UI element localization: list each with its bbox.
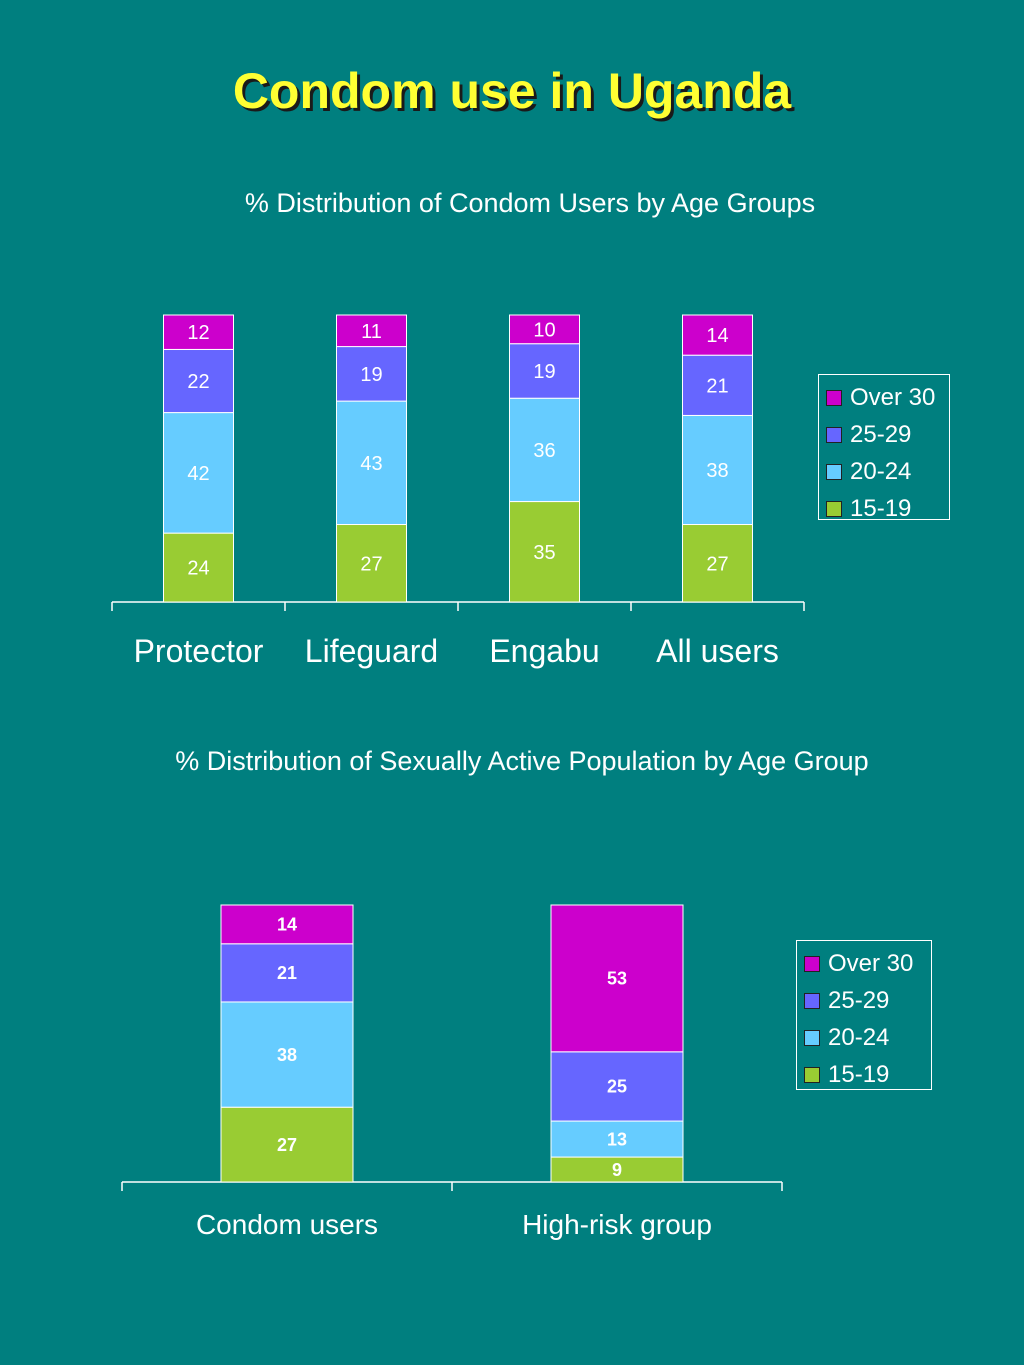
chart2-legend: Over 30 25-29 20-24 15-19 [796, 940, 932, 1090]
legend-label: 25-29 [828, 986, 890, 1014]
bar-segment-condom-users-20-24 [220, 1001, 354, 1108]
legend-label: Over 30 [850, 383, 936, 411]
bar-segment-condom-users-over-30 [220, 904, 354, 945]
data-label-lifeguard-20-24: 43 [360, 453, 382, 475]
chart1-title: % Distribution of Condom Users by Age Gr… [244, 188, 816, 218]
data-label-protector-25-29: 22 [187, 371, 209, 393]
bar-segment-engabu-25-29 [509, 343, 580, 399]
legend-swatch [826, 500, 842, 517]
data-label-high-risk-group-over-30: 53 [607, 969, 627, 989]
bar-segment-lifeguard-over-30 [336, 314, 407, 348]
data-label-engabu-15-19: 35 [533, 542, 555, 564]
bar-segment-engabu-15-19 [509, 501, 580, 603]
bar-segment-all-users-15-19 [682, 524, 753, 603]
data-label-lifeguard-15-19: 27 [360, 553, 382, 575]
data-label-protector-20-24: 42 [187, 463, 209, 485]
legend-label: 15-19 [850, 494, 912, 522]
data-label-engabu-20-24: 36 [533, 440, 555, 462]
category-label-protector: Protector [134, 633, 264, 669]
bar-segment-protector-15-19 [163, 532, 234, 603]
bar-segment-protector-over-30 [163, 314, 234, 350]
legend-label: 15-19 [828, 1060, 890, 1088]
data-label-protector-15-19: 24 [187, 558, 209, 580]
bar-segment-high-risk-group-15-19 [550, 1156, 684, 1183]
bar-segment-lifeguard-25-29 [336, 346, 407, 402]
legend-swatch [826, 463, 842, 480]
data-label-all-users-25-29: 21 [706, 375, 728, 397]
legend-label: 20-24 [850, 457, 912, 485]
legend-item-20-24: 20-24 [826, 453, 949, 490]
legend-item-over-30: Over 30 [804, 945, 931, 982]
legend-swatch [804, 1029, 820, 1046]
legend-swatch [804, 955, 820, 972]
bar-segment-protector-20-24 [163, 412, 234, 534]
bar-segment-all-users-over-30 [682, 314, 753, 356]
bar-segment-high-risk-group-25-29 [550, 1051, 684, 1122]
data-label-all-users-over-30: 14 [706, 325, 728, 347]
bar-segment-all-users-20-24 [682, 414, 753, 526]
data-label-condom-users-15-19: 27 [277, 1135, 297, 1155]
bar-segment-engabu-over-30 [509, 314, 580, 345]
data-label-condom-users-20-24: 38 [277, 1045, 297, 1065]
bar-segment-high-risk-group-over-30 [550, 904, 684, 1053]
data-label-lifeguard-over-30: 11 [361, 321, 382, 343]
data-label-high-risk-group-20-24: 13 [607, 1129, 627, 1149]
data-label-high-risk-group-15-19: 9 [612, 1160, 622, 1180]
legend-item-15-19: 15-19 [826, 490, 949, 527]
legend-label: 25-29 [850, 420, 912, 448]
category-label-engabu: Engabu [489, 633, 599, 669]
legend-swatch [804, 1066, 820, 1083]
bar-segment-engabu-20-24 [509, 397, 580, 503]
chart1-plot: 24 42 22 12 Protector 27 43 19 11 Lifeguard 35 36 19… [111, 314, 805, 669]
data-label-condom-users-over-30: 14 [277, 915, 297, 935]
bar-segment-lifeguard-15-19 [336, 524, 407, 603]
category-label-high-risk-group: High-risk group [522, 1209, 712, 1240]
legend-swatch [826, 389, 842, 406]
data-label-engabu-over-30: 10 [533, 319, 555, 341]
chart1-legend: Over 30 25-29 20-24 15-19 [818, 374, 950, 522]
legend-swatch [826, 426, 842, 443]
data-label-lifeguard-25-29: 19 [360, 364, 382, 386]
legend-item-15-19: 15-19 [804, 1056, 931, 1093]
data-label-protector-over-30: 12 [187, 322, 209, 344]
legend-item-25-29: 25-29 [826, 416, 949, 453]
data-label-all-users-20-24: 38 [706, 460, 728, 482]
legend-item-25-29: 25-29 [804, 982, 931, 1019]
legend-swatch [804, 992, 820, 1009]
bar-segment-condom-users-15-19 [220, 1106, 354, 1183]
data-label-high-risk-group-25-29: 25 [607, 1077, 627, 1097]
legend-label: 20-24 [828, 1023, 890, 1051]
chart2-plot: 27 38 21 14 Condom users 9 13 25 53 High-risk gro… [121, 904, 783, 1240]
legend-label: Over 30 [828, 949, 914, 977]
legend-item-over-30: Over 30 [826, 379, 949, 416]
slide-title: Condom use in Uganda [232, 63, 792, 119]
data-label-condom-users-25-29: 21 [277, 963, 297, 983]
bar-segment-high-risk-group-20-24 [550, 1120, 684, 1158]
data-label-all-users-15-19: 27 [706, 553, 728, 575]
data-label-engabu-25-29: 19 [533, 361, 555, 383]
chart2-title: % Distribution of Sexually Active Popula… [175, 746, 869, 776]
bar-segment-lifeguard-20-24 [336, 400, 407, 526]
category-label-all-users: All users [656, 633, 779, 669]
legend-item-20-24: 20-24 [804, 1019, 931, 1056]
category-label-lifeguard: Lifeguard [305, 633, 438, 669]
category-label-condom-users: Condom users [196, 1209, 378, 1240]
